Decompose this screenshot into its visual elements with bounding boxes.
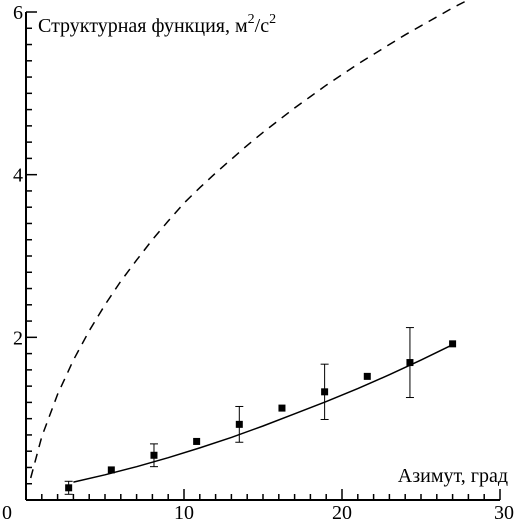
x-axis-title: Азимут, град (398, 465, 508, 487)
data-point (107, 466, 115, 474)
y-axis-title-sep: /с (255, 15, 270, 37)
data-point (278, 404, 286, 412)
data-point (193, 437, 201, 445)
data-point (65, 484, 73, 492)
data-point (406, 359, 414, 367)
y-tick-label: 2 (13, 327, 23, 349)
y-axis-title-sup2: 2 (269, 12, 276, 27)
data-point (321, 388, 329, 396)
data-point (449, 340, 457, 348)
solid-fit-line (73, 344, 453, 483)
dashed-curve (29, 0, 470, 479)
x-tick-label: 0 (2, 502, 12, 522)
data-point (150, 451, 158, 459)
y-axis-title-sup1: 2 (248, 12, 255, 27)
y-axis-title-main: Структурная функция, м (38, 15, 248, 37)
data-point (235, 420, 243, 428)
series-layer (29, 0, 470, 495)
y-tick-label: 4 (13, 165, 23, 187)
x-tick-label: 30 (494, 502, 514, 522)
y-axis-title: Структурная функция, м2/с2 (38, 12, 276, 37)
x-tick-label: 10 (174, 502, 194, 522)
data-point (363, 372, 371, 380)
y-tick-label: 6 (13, 2, 23, 24)
x-tick-label: 20 (332, 502, 352, 522)
axes (25, 12, 500, 501)
